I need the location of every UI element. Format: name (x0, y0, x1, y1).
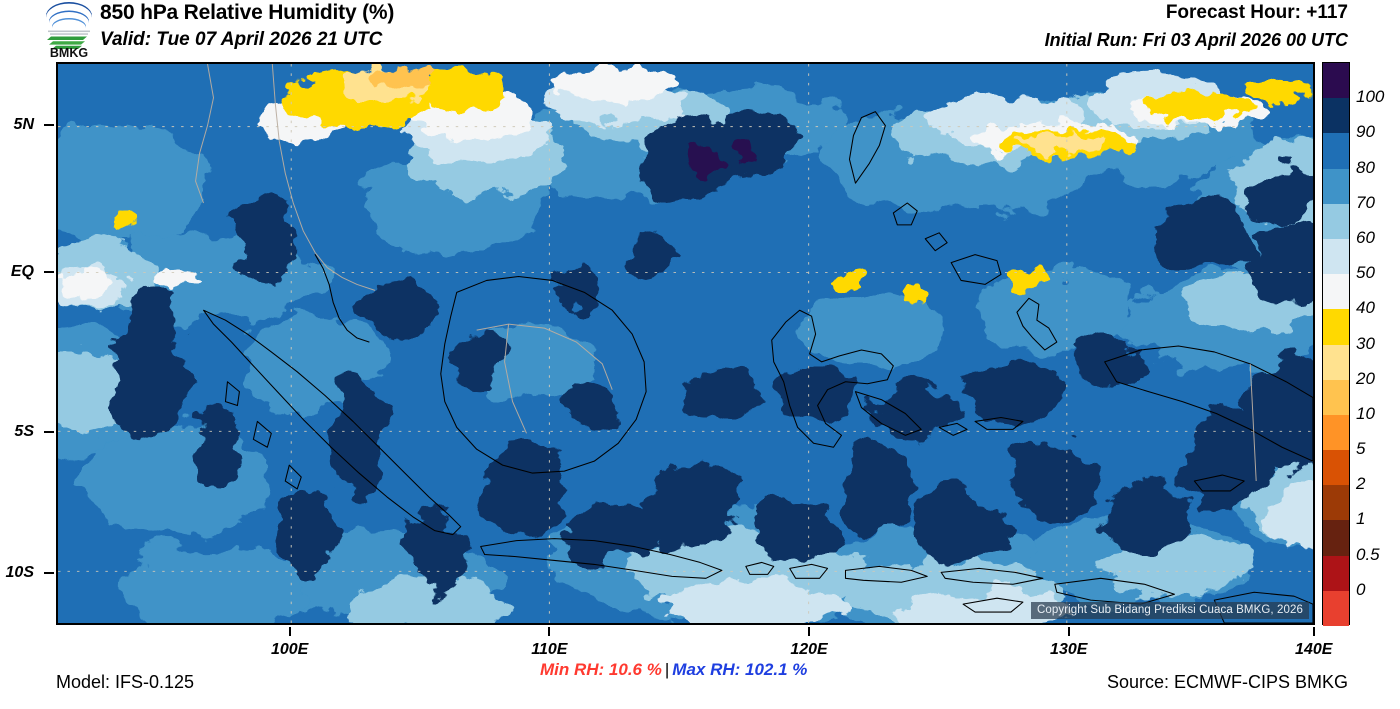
coastlines (195, 64, 1313, 623)
colorbar-band-under (1323, 590, 1349, 626)
colorbar (1322, 62, 1350, 626)
max-rh-value: Max RH: 102.1 % (672, 660, 808, 679)
colorbar-labels: 100 90 80 70 60 50 40 30 20 10 5 2 1 0.5 0 (1356, 62, 1400, 625)
colorbar-label-70: 70 (1356, 192, 1375, 212)
page-header: BMKG 850 hPa Relative Humidity (%) Valid… (0, 0, 1400, 62)
colorbar-band-60 (1323, 203, 1349, 239)
colorbar-band-0 (1323, 555, 1349, 591)
colorbar-label-2: 2 (1356, 474, 1366, 494)
lon-tickmark-140E (1312, 627, 1315, 636)
model-label: Model: IFS-0.125 (56, 672, 195, 692)
colorbar-band-5 (1323, 414, 1349, 451)
initial-run-label: Initial Run: Fri 03 April 2026 00 UTC (1044, 30, 1348, 50)
lon-tickmark-120E (808, 627, 810, 636)
page-title: 850 hPa Relative Humidity (%) (100, 1, 395, 24)
source-label: Source: ECMWF-CIPS BMKG (1106, 672, 1348, 692)
lat-tick-5N: 5N (13, 115, 34, 133)
colorbar-label-20: 20 (1356, 368, 1375, 388)
lon-tick-110E: 110E (531, 641, 568, 658)
lon-tickmark-100E (288, 627, 291, 636)
lon-tick-130E: 130E (1050, 641, 1088, 658)
longitude-axis: 100E 110E 120E 130E 140E (56, 627, 1332, 661)
lon-tick-120E: 120E (790, 641, 828, 658)
colorbar-label-60: 60 (1356, 227, 1375, 247)
map-gridlines (58, 64, 1313, 623)
colorbar-label-100: 100 (1356, 87, 1385, 107)
colorbar-band-40 (1323, 274, 1349, 310)
colorbar-band-70 (1323, 168, 1349, 204)
svg-text:BMKG: BMKG (50, 46, 88, 58)
colorbar-label-1: 1 (1356, 509, 1366, 529)
humidity-contour-field (58, 64, 1313, 623)
colorbar-label-10: 10 (1356, 403, 1375, 423)
colorbar-label-30: 30 (1356, 333, 1375, 353)
lat-tick-5S: 5S (14, 423, 34, 440)
colorbar-label-40: 40 (1356, 298, 1375, 318)
colorbar-band-50 (1323, 238, 1349, 275)
colorbar-label-0.5: 0.5 (1356, 544, 1380, 564)
copyright-watermark: Copyright Sub Bidang Prediksi Cuaca BMKG… (1030, 602, 1309, 619)
lat-tickmark-5N (44, 123, 54, 126)
colorbar-label-0: 0 (1356, 579, 1366, 599)
colorbar-band-20 (1323, 344, 1349, 380)
lat-tick-EQ: EQ (10, 262, 34, 280)
colorbar-label-50: 50 (1356, 263, 1375, 283)
min-rh-value: Min RH: 10.6 % (540, 660, 662, 679)
map-canvas[interactable]: Copyright Sub Bidang Prediksi Cuaca BMKG… (56, 62, 1315, 625)
lat-tick-10S: 10S (5, 564, 34, 582)
lat-tickmark-EQ (44, 270, 54, 273)
lon-tick-100E: 100E (270, 641, 309, 658)
colorbar-band-30 (1323, 309, 1349, 345)
colorbar-label-5: 5 (1356, 439, 1366, 459)
colorbar-band-90 (1323, 98, 1349, 134)
colorbar-band-10 (1323, 379, 1349, 415)
lon-tick-140E: 140E (1295, 641, 1333, 658)
bmkg-logo-icon: BMKG (46, 2, 92, 58)
forecast-hour-label: Forecast Hour: +117 (1165, 2, 1348, 23)
lat-tickmark-5S (44, 431, 54, 433)
colorbar-band-2 (1323, 450, 1349, 486)
minmax-separator: | (664, 660, 670, 679)
lat-tickmark-10S (44, 572, 54, 575)
min-max-rh-label: Min RH: 10.6 % | Max RH: 102.1 % (540, 660, 807, 680)
lon-tickmark-130E (1067, 627, 1070, 636)
colorbar-band-0.5 (1323, 520, 1349, 556)
colorbar-band-100 (1323, 63, 1349, 99)
colorbar-band-80 (1323, 133, 1349, 169)
colorbar-band-1 (1323, 485, 1349, 521)
valid-time-label: Valid: Tue 07 April 2026 21 UTC (100, 29, 383, 50)
lon-tickmark-110E (548, 627, 551, 636)
colorbar-label-90: 90 (1356, 122, 1375, 142)
colorbar-label-80: 80 (1356, 157, 1375, 177)
latitude-axis: 5N EQ 5S 10S (0, 62, 54, 625)
